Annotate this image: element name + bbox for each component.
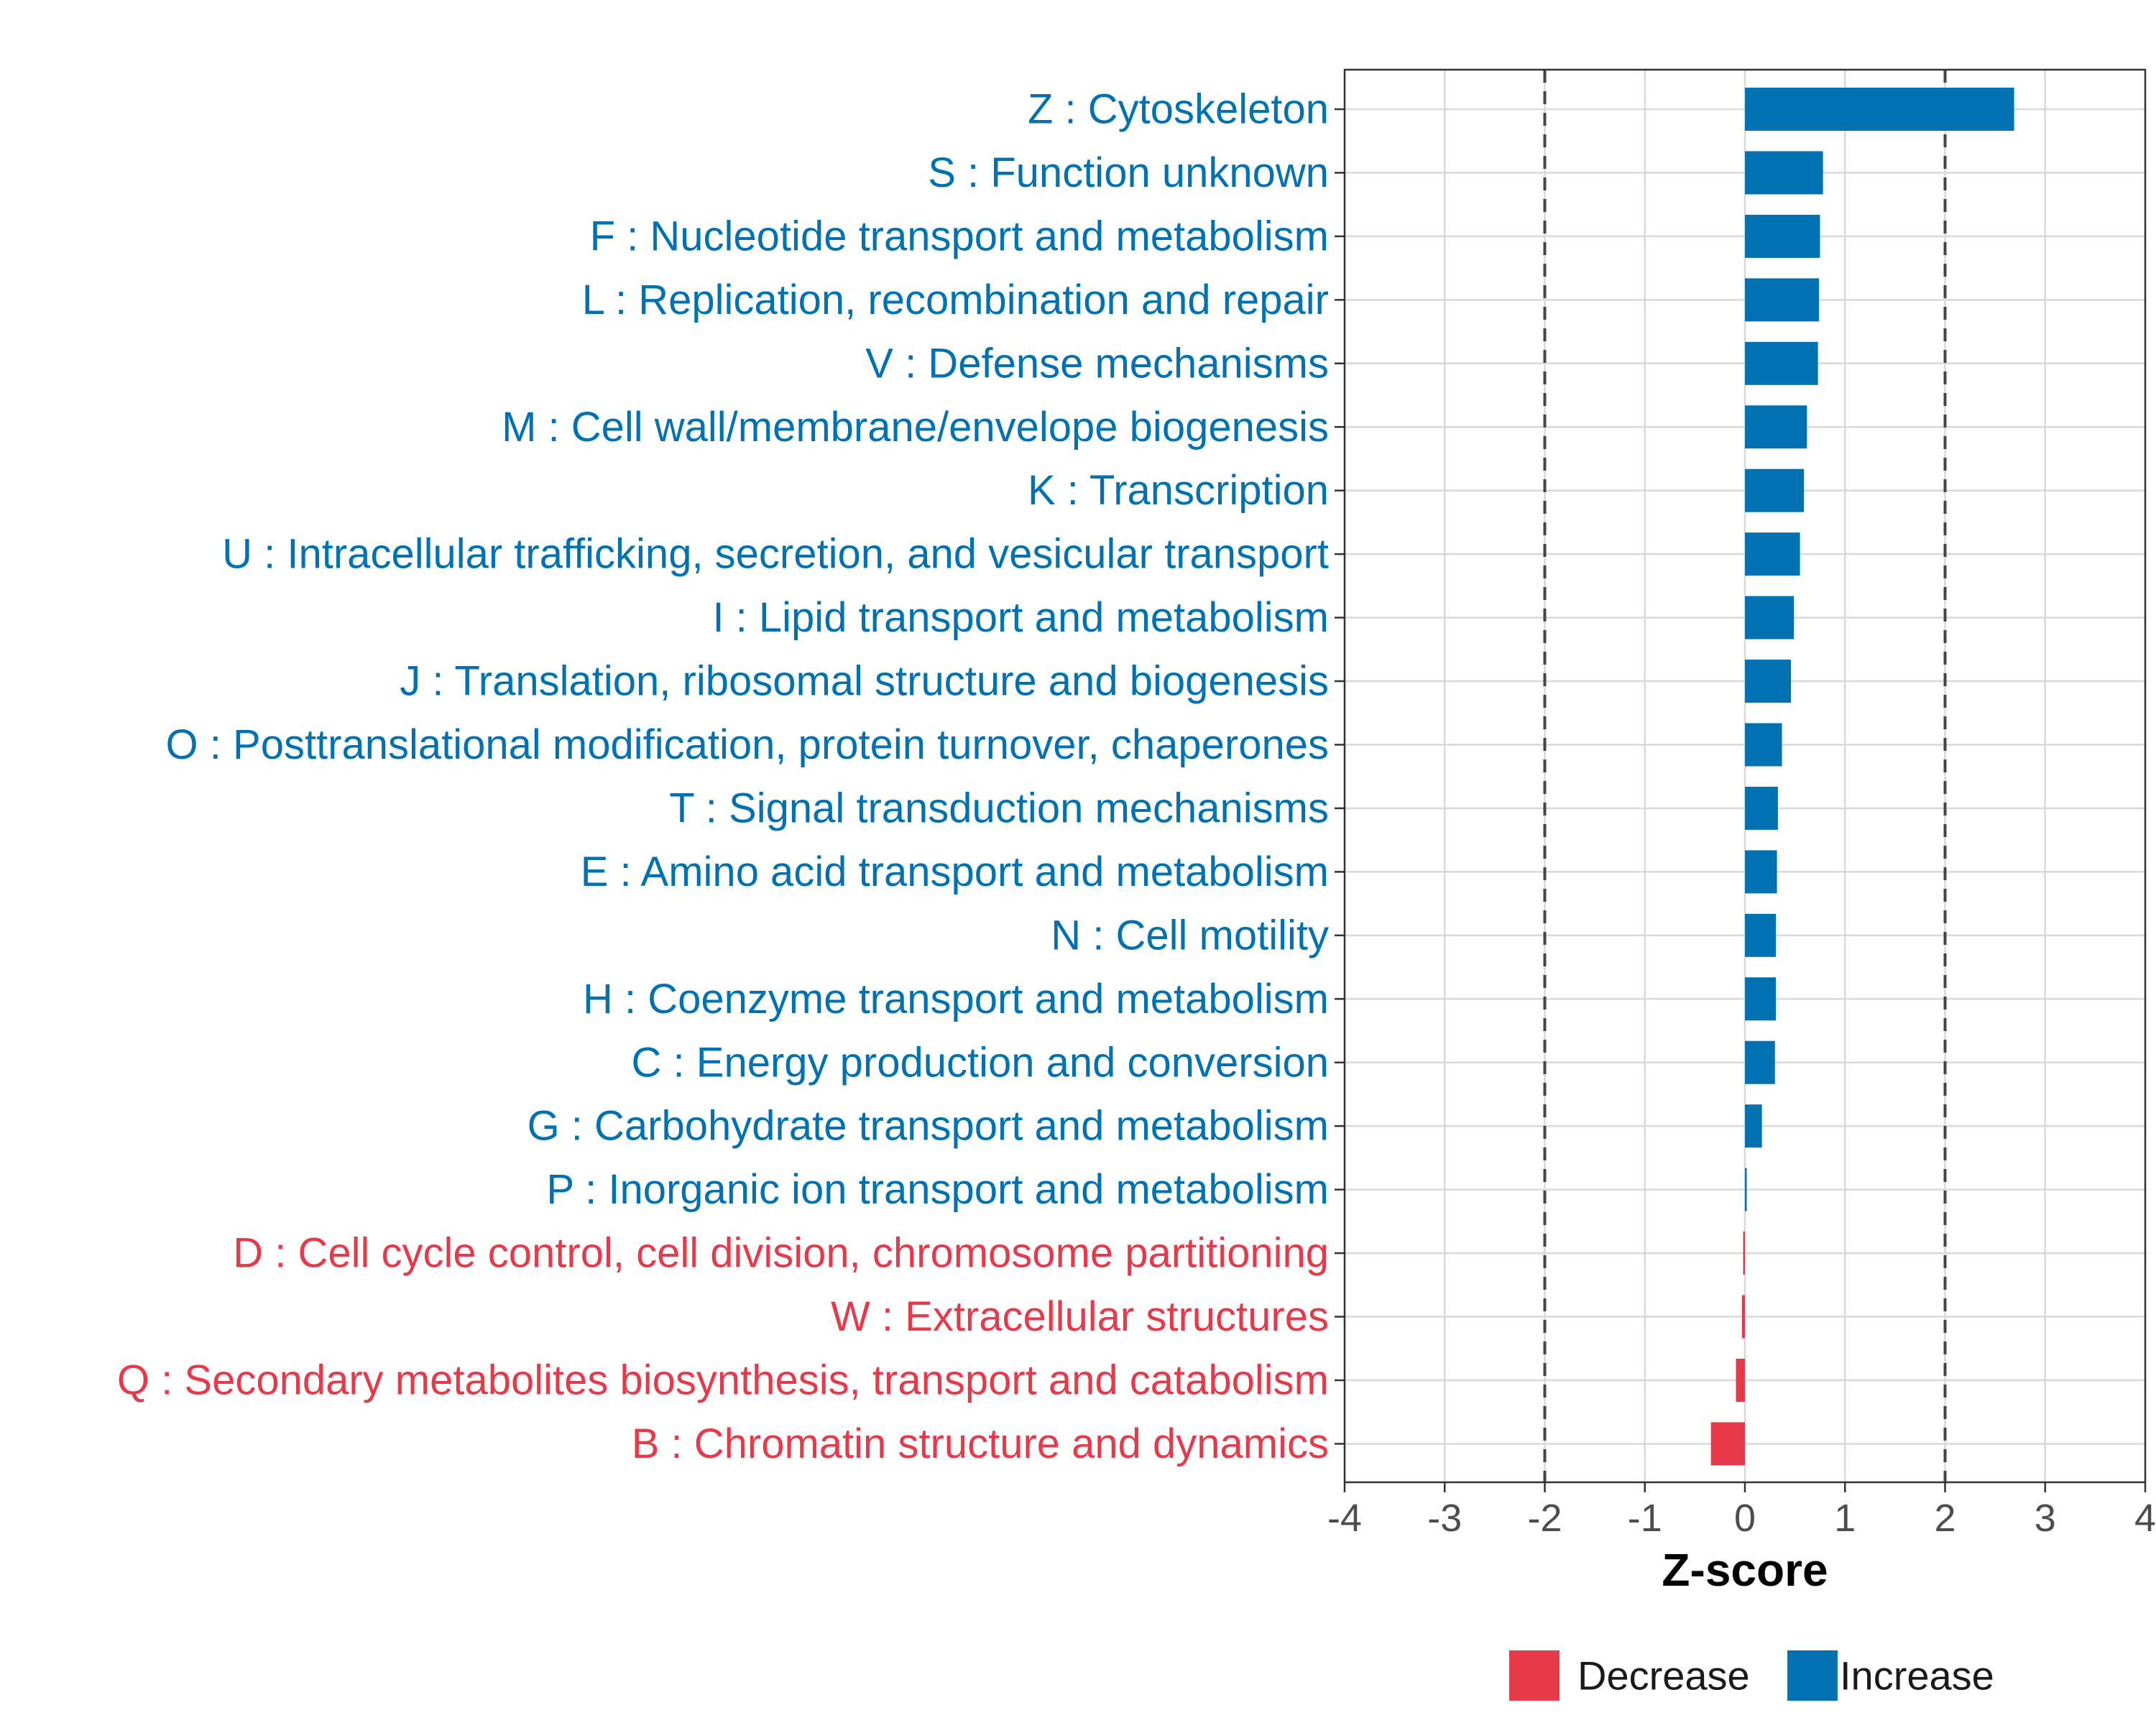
bar-0 bbox=[1745, 88, 2014, 131]
bar-6 bbox=[1745, 468, 1805, 512]
x-tick-label: 2 bbox=[1934, 1497, 1955, 1540]
x-tick-label: -2 bbox=[1527, 1497, 1562, 1540]
x-axis: -4 -3 -2 -1 0 1 2 3 4 bbox=[1327, 1482, 2156, 1540]
bar-13 bbox=[1745, 913, 1777, 957]
x-tick-label: 0 bbox=[1734, 1497, 1756, 1540]
category-label: O : Posttranslational modification, prot… bbox=[166, 721, 1329, 768]
bar-3 bbox=[1745, 278, 1820, 322]
bar-9 bbox=[1745, 660, 1792, 703]
legend-swatch-decrease bbox=[1509, 1650, 1560, 1701]
bar-14 bbox=[1745, 977, 1777, 1021]
x-tick-label: -4 bbox=[1327, 1497, 1362, 1540]
x-axis-title: Z-score bbox=[1662, 1544, 1828, 1596]
y-axis: Z : Cytoskeleton S : Function unknown F : … bbox=[117, 86, 1345, 1467]
category-label: G : Carbohydrate transport and metabolis… bbox=[528, 1103, 1329, 1150]
category-label: U : Intracellular trafficking, secretion… bbox=[222, 531, 1329, 578]
bar-11 bbox=[1745, 786, 1778, 830]
x-tick-label: 1 bbox=[1834, 1497, 1856, 1540]
bar-21 bbox=[1710, 1422, 1745, 1466]
category-label: S : Function unknown bbox=[928, 149, 1329, 196]
bar-8 bbox=[1745, 596, 1795, 639]
category-label: Q : Secondary metabolites biosynthesis, … bbox=[117, 1357, 1329, 1404]
category-label: L : Replication, recombination and repai… bbox=[582, 277, 1329, 323]
category-label: J : Translation, ribosomal structure and… bbox=[400, 658, 1329, 705]
bar-7 bbox=[1745, 532, 1800, 576]
category-label: C : Energy production and conversion bbox=[632, 1039, 1329, 1086]
bar-layer bbox=[1710, 88, 2014, 1466]
legend-label-decrease: Decrease bbox=[1577, 1653, 1750, 1699]
category-label: W : Extracellular structures bbox=[831, 1293, 1329, 1340]
category-label: Z : Cytoskeleton bbox=[1028, 86, 1329, 133]
category-label: K : Transcription bbox=[1028, 467, 1329, 514]
category-label: M : Cell wall/membrane/envelope biogenes… bbox=[502, 404, 1329, 451]
x-tick-label: -1 bbox=[1628, 1497, 1662, 1540]
category-label: H : Coenzyme transport and metabolism bbox=[583, 976, 1329, 1022]
bar-17 bbox=[1745, 1168, 1747, 1211]
bar-10 bbox=[1745, 723, 1782, 767]
category-label: B : Chromatin structure and dynamics bbox=[632, 1420, 1329, 1467]
x-tick-label: 4 bbox=[2134, 1497, 2156, 1540]
category-label: E : Amino acid transport and metabolism bbox=[581, 849, 1329, 895]
bar-12 bbox=[1745, 850, 1777, 894]
bar-5 bbox=[1745, 405, 1807, 449]
category-label: F : Nucleotide transport and metabolism bbox=[590, 213, 1329, 259]
category-label: P : Inorganic ion transport and metaboli… bbox=[546, 1166, 1329, 1213]
bar-18 bbox=[1743, 1232, 1745, 1275]
bar-15 bbox=[1745, 1040, 1775, 1084]
legend-label-increase: Increase bbox=[1840, 1653, 1994, 1699]
x-tick-label: -3 bbox=[1427, 1497, 1462, 1540]
category-label: D : Cell cycle control, cell division, c… bbox=[233, 1230, 1329, 1277]
category-label: T : Signal transduction mechanisms bbox=[669, 785, 1329, 831]
category-label: I : Lipid transport and metabolism bbox=[712, 594, 1329, 641]
legend-swatch-increase bbox=[1787, 1650, 1838, 1701]
bar-20 bbox=[1736, 1359, 1745, 1402]
bar-4 bbox=[1745, 341, 1818, 385]
category-label: N : Cell motility bbox=[1051, 912, 1329, 958]
bar-16 bbox=[1745, 1104, 1762, 1148]
x-tick-label: 3 bbox=[2035, 1497, 2056, 1540]
bar-19 bbox=[1741, 1295, 1745, 1339]
bar-1 bbox=[1745, 151, 1823, 195]
category-label: V : Defense mechanisms bbox=[865, 340, 1329, 387]
bar-2 bbox=[1745, 214, 1820, 258]
legend: Decrease Increase bbox=[1509, 1650, 1994, 1701]
